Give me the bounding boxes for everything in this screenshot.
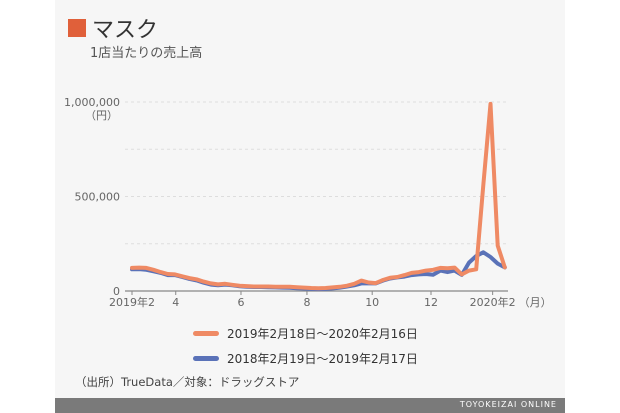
legend-item-2019: 2019年2月18日～2020年2月16日 [193,321,418,346]
chart-subtitle: 1店当たりの売上高 [90,46,203,61]
x-tick-label: 12 [424,296,438,309]
y-tick-label: 1,000,000 [64,96,120,109]
title-square-icon [68,19,86,37]
y-tick-label: 500,000 [75,191,121,204]
chart-title: マスク [68,12,158,44]
series-line [130,101,507,291]
x-tick-label: 8 [303,296,310,309]
legend-swatch [193,331,219,336]
legend-label: 2018年2月19日～2019年2月17日 [227,352,418,366]
x-tick-label: 4 [172,296,179,309]
series-line [130,250,507,292]
footer-bar: TOYOKEIZAI ONLINE [55,398,565,413]
legend-item-2018: 2018年2月19日～2019年2月17日 [193,346,418,371]
legend-label: 2019年2月18日～2020年2月16日 [227,327,418,341]
y-unit-label: （円） [85,109,118,122]
y-tick-label: 0 [113,285,120,298]
x-tick-label: 10 [365,296,379,309]
x-tick-label: 2019年2 [109,295,155,309]
source-note: （出所）TrueData／対象：ドラッグストア [75,375,300,389]
footer-brand: TOYOKEIZAI ONLINE [459,400,557,409]
x-unit-label: （月） [519,296,552,309]
legend-swatch [193,356,219,361]
x-tick-label: 6 [237,296,244,309]
legend: 2019年2月18日～2020年2月16日 2018年2月19日～2019年2月… [193,321,418,371]
x-tick-label: 2020年2 [470,295,516,309]
title-text: マスク [92,18,159,43]
